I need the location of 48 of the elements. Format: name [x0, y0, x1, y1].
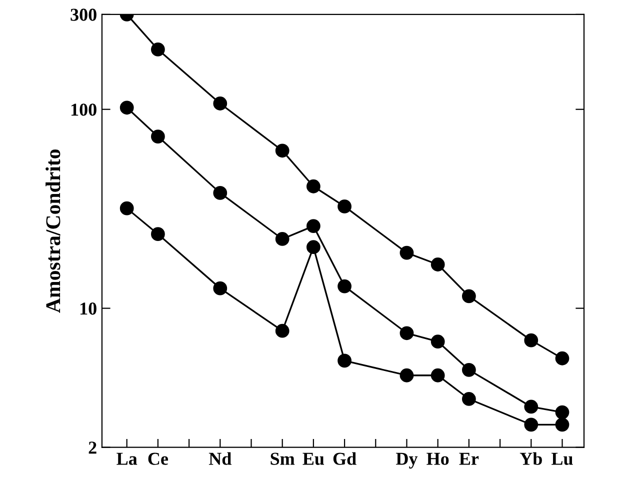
point: [338, 200, 352, 214]
point: [430, 334, 445, 349]
point: [120, 100, 134, 115]
point: [275, 324, 290, 338]
point: [462, 392, 476, 406]
point: [400, 246, 414, 260]
y-tick-label: 100: [71, 104, 96, 116]
x-tick-label: Ho: [426, 452, 449, 465]
x-tick-label: Er: [459, 452, 479, 465]
x-tick-label: Eu: [302, 452, 324, 465]
point: [555, 405, 570, 420]
point: [462, 362, 476, 377]
x-tick-label: Yb: [520, 452, 542, 465]
point: [306, 240, 320, 254]
point: [275, 232, 290, 246]
point: [524, 418, 538, 432]
x-tick-label: La: [116, 452, 138, 465]
point: [338, 279, 352, 294]
point: [430, 368, 445, 382]
point: [524, 400, 538, 414]
point: [213, 96, 228, 110]
point: [555, 351, 570, 366]
point: [275, 144, 290, 158]
y-tick-label: 300: [70, 8, 96, 21]
y-tick-label: 2: [88, 442, 96, 454]
point: [151, 227, 165, 242]
point: [555, 418, 570, 432]
point: [151, 130, 165, 144]
point: [400, 368, 414, 382]
point: [400, 326, 414, 340]
point: [120, 201, 134, 216]
point: [338, 354, 352, 368]
x-tick-label: Nd: [208, 452, 232, 465]
x-tick-label: Lu: [552, 452, 573, 465]
point: [151, 42, 165, 56]
point: [462, 289, 476, 304]
point: [306, 219, 320, 234]
x-tick-label: Ce: [148, 452, 168, 465]
point: [430, 258, 445, 272]
x-tick-label: Gd: [333, 452, 356, 465]
x-tick-label: Sm: [270, 452, 295, 465]
y-axis-title: Amostra/Condrito: [46, 150, 60, 313]
x-tick-label: Dy: [396, 452, 418, 469]
point: [213, 186, 228, 200]
point: [306, 179, 320, 194]
point: [213, 281, 228, 296]
y-tick-label: 10: [80, 302, 96, 315]
point: [524, 333, 538, 348]
